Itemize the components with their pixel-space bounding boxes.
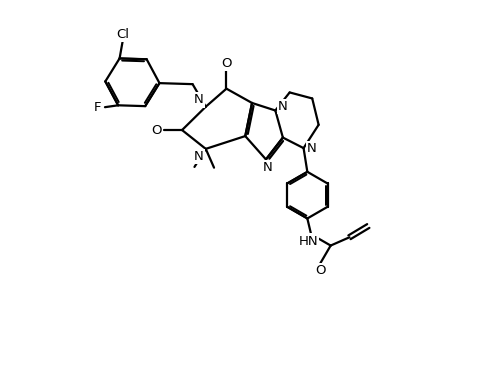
Text: Cl: Cl	[116, 28, 129, 41]
Text: N: N	[278, 100, 288, 113]
Text: N: N	[263, 161, 273, 174]
Text: N: N	[194, 94, 204, 106]
Text: O: O	[221, 57, 232, 70]
Text: N: N	[307, 142, 317, 155]
Text: O: O	[151, 124, 162, 136]
Text: HN: HN	[298, 235, 318, 247]
Text: O: O	[315, 264, 326, 277]
Text: F: F	[94, 101, 101, 114]
Text: N: N	[194, 150, 204, 163]
